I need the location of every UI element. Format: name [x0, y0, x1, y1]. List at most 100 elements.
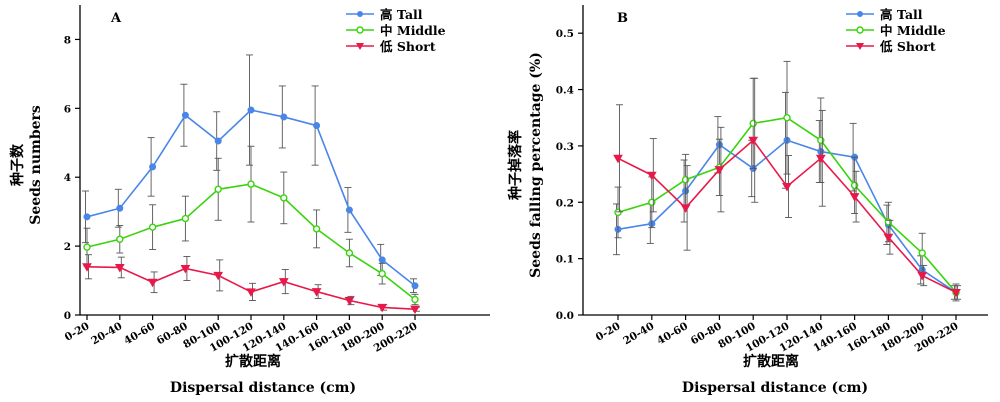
data-point [214, 137, 222, 145]
data-point [344, 297, 355, 306]
data-point [782, 182, 792, 192]
x-axis-title: Dispersal distance (cm) [170, 380, 356, 396]
x-tick-label: 20-40 [89, 320, 124, 347]
data-point [345, 206, 353, 214]
legend-marker [856, 43, 864, 50]
series-triangle-down [82, 254, 420, 315]
data-point [313, 122, 321, 130]
legend-marker [356, 43, 364, 50]
y-tick-label: 0.5 [556, 28, 574, 40]
data-point [246, 288, 256, 297]
data-point [213, 271, 224, 281]
legend-label: 中 Middle [880, 23, 946, 38]
data-point [410, 305, 420, 315]
data-point [83, 213, 91, 221]
y-tick-label: 8 [64, 34, 71, 46]
legend-marker [857, 11, 863, 17]
data-point [280, 194, 288, 202]
panel-b: B 种子掉落率 Seeds falling percentage (%) 扩散距… [507, 5, 988, 396]
data-point [783, 114, 791, 122]
panel-a: A 种子数 Seeds numbers 扩散距离 Dispersal dista… [9, 5, 490, 396]
data-point [680, 204, 691, 213]
data-point [83, 243, 91, 251]
data-point [648, 198, 656, 206]
legend-marker [357, 11, 363, 17]
y-tick-label: 6 [64, 103, 71, 115]
data-point [114, 263, 125, 273]
data-point [147, 278, 158, 288]
legend-label: 低 Short [379, 39, 436, 54]
data-point [850, 181, 859, 190]
data-point [116, 235, 124, 243]
legend-marker [356, 26, 364, 34]
y-tick-label: 0.3 [556, 141, 574, 153]
data-point [917, 272, 928, 281]
legend-label: 中 Middle [380, 23, 446, 38]
data-point [749, 119, 757, 128]
data-point [646, 171, 657, 181]
y-axis-title: Seeds falling percentage (%) [528, 52, 544, 278]
data-point [278, 278, 289, 287]
data-point [214, 185, 222, 193]
data-point [411, 282, 419, 290]
x-axis-title: Dispersal distance (cm) [682, 380, 868, 396]
y-tick-label: 0 [64, 310, 71, 322]
legend-marker [856, 26, 864, 34]
data-point [247, 180, 255, 188]
data-point [951, 288, 961, 298]
y-tick-label: 2 [64, 241, 71, 253]
series-line [86, 265, 416, 310]
x-tick-label: 40-60 [122, 320, 157, 347]
legend-label: 高 Tall [880, 7, 923, 22]
data-point [280, 113, 288, 121]
y-tick-label: 0.2 [556, 197, 574, 209]
data-point [377, 303, 388, 313]
data-point [748, 136, 759, 146]
panel-label: B [617, 11, 628, 26]
data-point [149, 163, 157, 171]
x-tick-label: 40-60 [655, 320, 690, 347]
legend-label: 高 Tall [380, 7, 423, 22]
series-open-circle [614, 60, 960, 302]
data-point [148, 223, 157, 231]
y-axis-title-cn: 种子数 [9, 143, 26, 187]
data-point [311, 288, 322, 297]
data-point [817, 136, 825, 144]
data-point [883, 233, 894, 243]
x-axis-title-cn: 扩散距离 [225, 353, 281, 370]
data-point [312, 225, 321, 233]
data-point [714, 166, 725, 175]
data-point [82, 263, 92, 272]
y-tick-label: 4 [64, 172, 71, 184]
y-tick-label: 0.4 [556, 85, 574, 97]
series-open-circle [83, 145, 419, 306]
data-point [180, 265, 191, 274]
data-point [918, 249, 926, 257]
panel-label: A [110, 11, 122, 26]
y-axis-title: Seeds numbers [28, 105, 44, 225]
data-point [378, 256, 386, 264]
y-axis-title-cn: 种子掉落率 [507, 130, 524, 201]
y-tick-label: 0.1 [556, 254, 574, 266]
data-point [681, 176, 690, 184]
data-point [815, 154, 826, 164]
data-point [411, 295, 419, 304]
x-tick-label: 0-20 [63, 320, 92, 344]
x-axis-title-cn: 扩散距离 [743, 353, 799, 370]
series-circle [82, 54, 419, 294]
x-tick-label: 20-40 [621, 320, 656, 347]
data-point [614, 208, 622, 217]
y-tick-label: 0.0 [556, 310, 574, 322]
series-circle [613, 91, 960, 300]
series-triangle-down [613, 77, 961, 300]
data-point [181, 111, 189, 119]
data-point [378, 269, 386, 278]
data-point [849, 193, 860, 202]
data-point [345, 249, 354, 257]
data-point [613, 154, 623, 164]
data-point [116, 204, 124, 212]
data-point [247, 106, 255, 114]
